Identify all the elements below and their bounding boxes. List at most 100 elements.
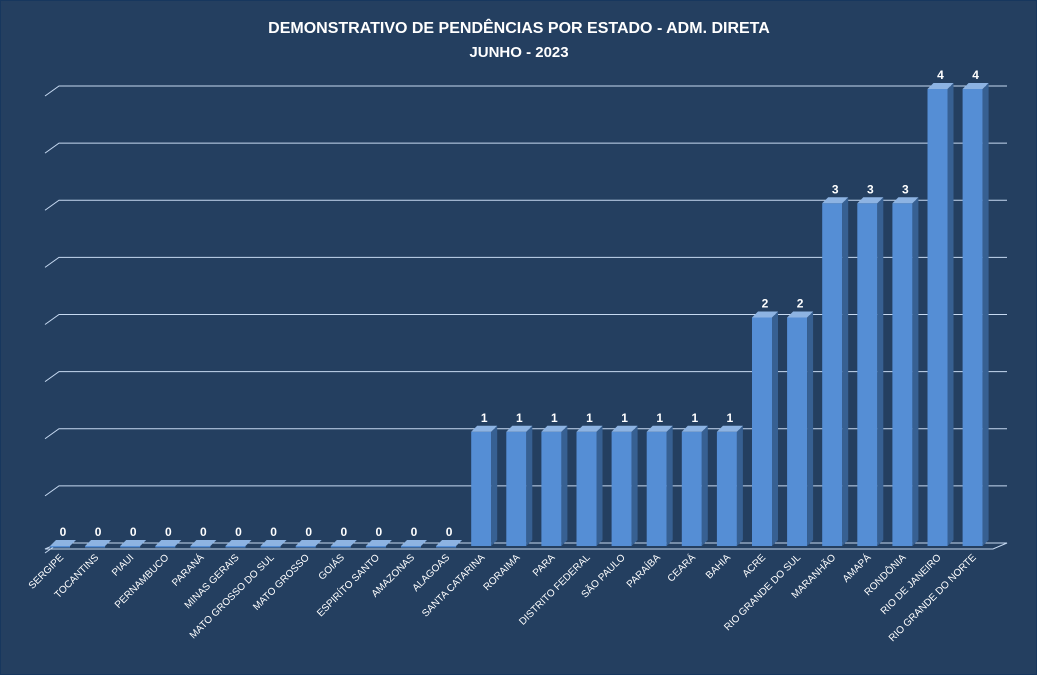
tick-label-25: RIO DE JANEIRO xyxy=(879,552,944,617)
bar-top-1 xyxy=(85,540,112,546)
bar-15 xyxy=(576,425,603,546)
bar-front-19 xyxy=(716,431,737,546)
bar-side-13 xyxy=(526,425,533,546)
bar-4 xyxy=(190,540,217,548)
bar-top-26 xyxy=(962,83,989,89)
bar-top-10 xyxy=(401,540,427,546)
bar-5 xyxy=(225,540,252,548)
gridline-6 xyxy=(44,199,1007,211)
bar-front-10 xyxy=(401,546,421,548)
bar-top-21 xyxy=(787,311,814,318)
data-label-25: 4 xyxy=(937,68,944,82)
bar-20 xyxy=(752,311,778,546)
bar-front-7 xyxy=(295,546,316,548)
tick-label-13: RORAIMA xyxy=(482,552,523,593)
chart-subtitle: JUNHO - 2023 xyxy=(469,44,568,61)
data-label-3: 0 xyxy=(165,525,172,539)
bar-front-17 xyxy=(646,431,667,546)
bar-22 xyxy=(822,197,849,546)
bar-side-14 xyxy=(561,425,568,546)
data-label-13: 1 xyxy=(516,411,523,425)
bar-front-20 xyxy=(752,317,772,546)
data-label-17: 1 xyxy=(656,411,663,425)
bar-top-18 xyxy=(681,425,708,432)
bar-side-16 xyxy=(631,425,638,546)
bar-side-25 xyxy=(947,83,954,546)
data-label-11: 0 xyxy=(446,525,453,539)
data-label-5: 0 xyxy=(235,525,242,539)
bar-front-24 xyxy=(892,203,913,546)
bar-top-4 xyxy=(190,540,217,546)
bar-7 xyxy=(295,540,322,548)
tick-label-17: PARAÍBA xyxy=(623,551,663,591)
data-label-23: 3 xyxy=(867,182,874,196)
bar-14 xyxy=(541,425,568,546)
data-label-15: 1 xyxy=(586,411,593,425)
bar-top-5 xyxy=(225,540,252,546)
bar-side-24 xyxy=(912,197,919,546)
data-label-1: 0 xyxy=(95,525,102,539)
bar-front-15 xyxy=(576,431,597,546)
bar-19 xyxy=(716,425,743,546)
tick-label-14: PARA xyxy=(531,552,558,579)
bar-25 xyxy=(927,83,954,546)
bar-top-2 xyxy=(120,540,147,546)
bar-side-22 xyxy=(842,197,849,546)
bar-top-3 xyxy=(155,540,182,546)
bar-23 xyxy=(857,197,884,546)
data-label-10: 0 xyxy=(411,525,418,539)
bar-top-24 xyxy=(892,197,919,204)
bar-top-11 xyxy=(436,540,463,546)
bar-17 xyxy=(646,425,673,546)
bar-18 xyxy=(681,425,708,546)
gridline-8 xyxy=(44,85,1007,97)
gridline-3 xyxy=(44,371,1007,383)
tick-label-20: ACRE xyxy=(741,552,769,580)
data-label-4: 0 xyxy=(200,525,207,539)
bar-front-13 xyxy=(506,431,527,546)
data-label-16: 1 xyxy=(621,411,628,425)
gridline-4 xyxy=(44,314,1007,325)
gridlines xyxy=(44,85,1008,554)
bar-front-1 xyxy=(85,546,106,548)
bar-front-2 xyxy=(120,546,141,548)
bar-top-19 xyxy=(716,425,743,432)
bar-front-6 xyxy=(260,546,281,548)
bar-3 xyxy=(155,540,182,548)
bar-1 xyxy=(85,540,112,548)
data-label-7: 0 xyxy=(305,525,312,539)
bar-side-15 xyxy=(596,425,603,546)
bar-front-8 xyxy=(330,546,351,548)
bar-11 xyxy=(436,540,463,548)
data-label-19: 1 xyxy=(727,411,734,425)
bar-front-21 xyxy=(787,317,808,546)
bar-12 xyxy=(471,425,498,546)
bar-side-19 xyxy=(736,425,743,546)
bar-2 xyxy=(120,540,147,548)
bar-front-5 xyxy=(225,546,246,548)
bar-front-25 xyxy=(927,89,948,546)
bar-13 xyxy=(506,425,533,546)
bar-side-21 xyxy=(807,311,814,546)
bar-top-15 xyxy=(576,425,603,432)
bar-top-22 xyxy=(822,197,849,204)
bar-24 xyxy=(892,197,919,546)
data-label-8: 0 xyxy=(340,525,347,539)
data-label-21: 2 xyxy=(797,297,804,311)
data-label-26: 4 xyxy=(972,68,979,82)
bar-front-23 xyxy=(857,203,878,546)
tick-label-9: ESPIRÍTO SANTO xyxy=(314,551,382,619)
bar-26 xyxy=(962,83,989,546)
data-label-6: 0 xyxy=(270,525,277,539)
tick-label-2: PIAUI xyxy=(110,552,136,578)
bar-front-22 xyxy=(822,203,843,546)
tick-label-23: AMAPÁ xyxy=(839,551,873,585)
bar-top-12 xyxy=(471,425,498,432)
bar-16 xyxy=(611,425,638,546)
gridline-7 xyxy=(44,142,1007,154)
bar-8 xyxy=(330,540,357,548)
tick-label-19: BAHIA xyxy=(704,552,733,581)
bar-top-13 xyxy=(506,425,533,432)
